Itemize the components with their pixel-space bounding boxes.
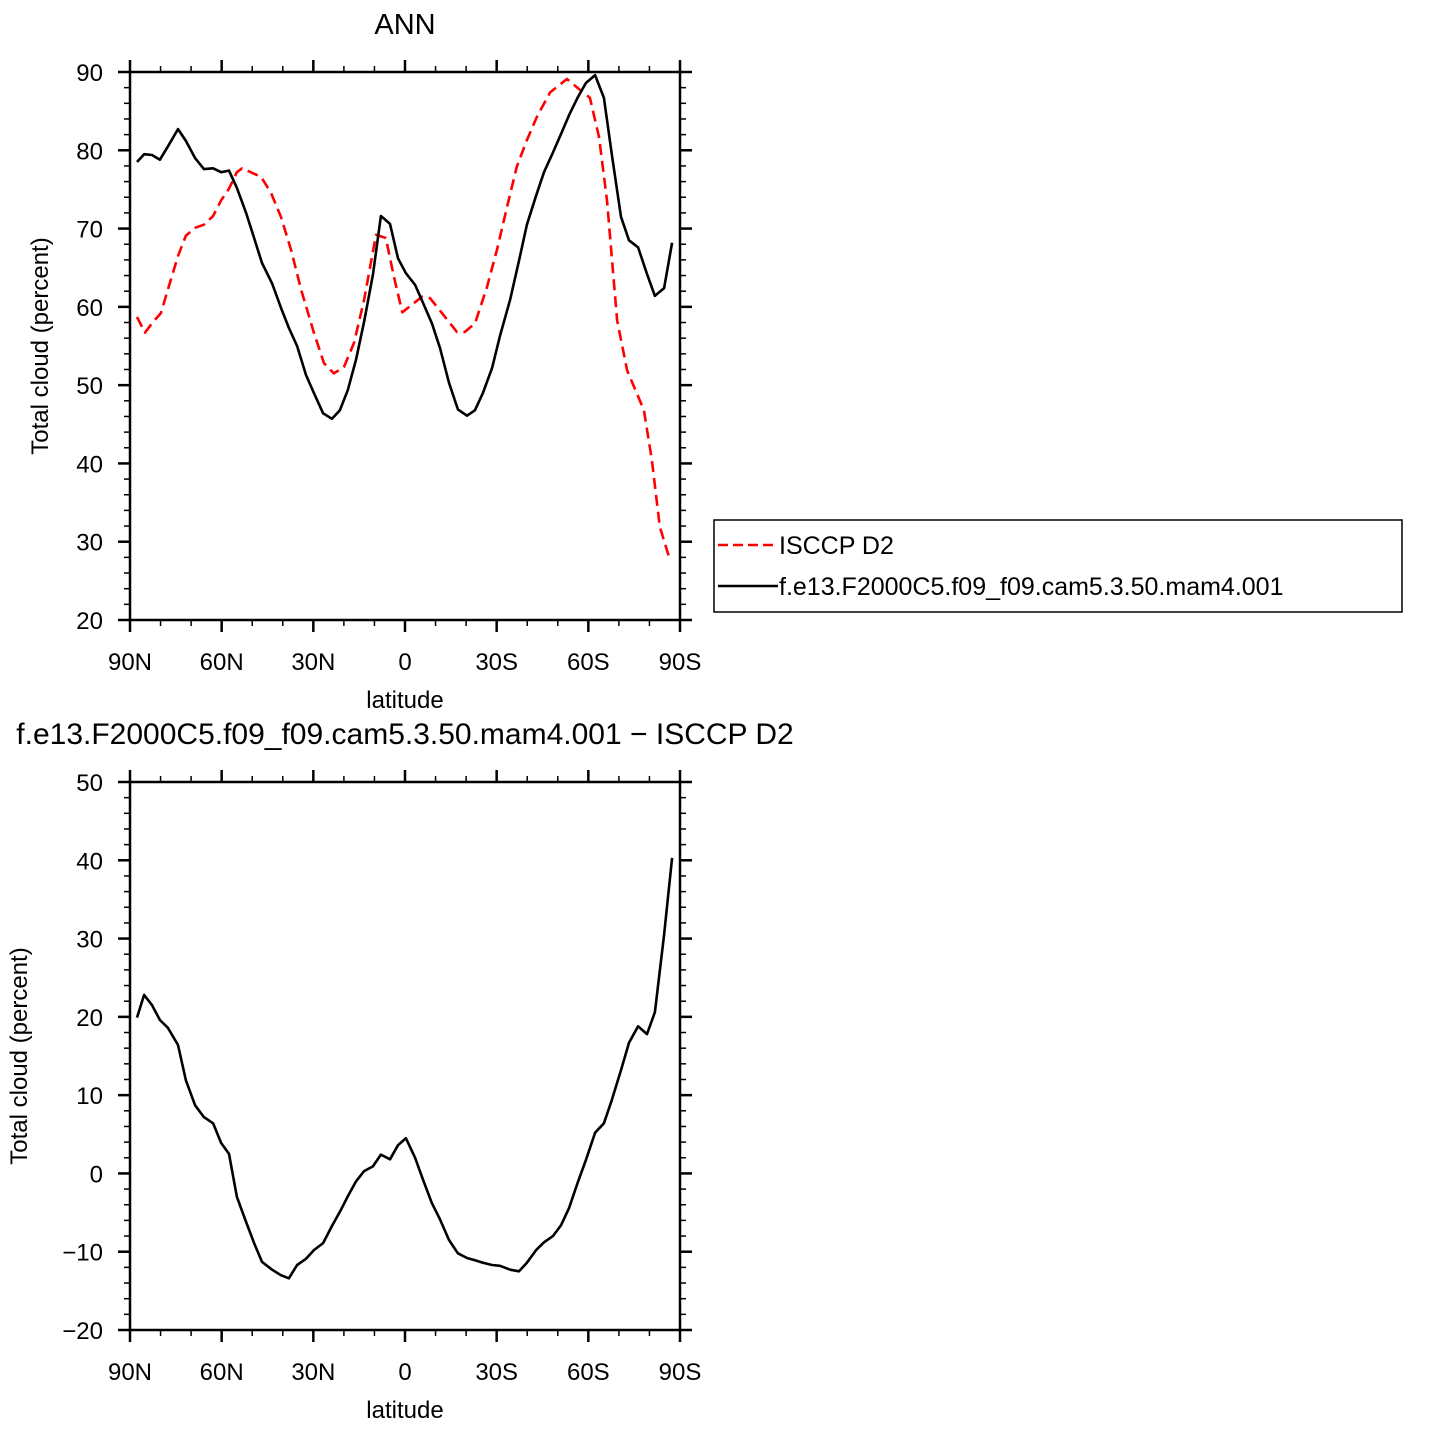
top-x-tick-label: 30N	[291, 649, 335, 676]
top-y-tick-label: 20	[76, 608, 103, 635]
bottom-series-line-0	[135, 857, 674, 1280]
bottom-y-tick-label: 10	[76, 1083, 103, 1110]
bottom-x-tick-label: 30S	[475, 1359, 518, 1386]
top-y-axis-label: Total cloud (percent)	[27, 237, 54, 454]
top-series-line-0	[135, 77, 672, 561]
bottom-plot-frame	[128, 780, 682, 1332]
legend-box	[713, 519, 1403, 613]
bottom-chart-title: f.e13.F2000C5.f09_f09.cam5.3.50.mam4.001…	[16, 718, 793, 751]
top-plot-frame	[128, 70, 682, 622]
top-x-axis-label: latitude	[366, 687, 443, 714]
bottom-y-tick-label: 20	[76, 1005, 103, 1032]
top-x-tick-label: 90S	[659, 649, 702, 676]
top-x-tick-label: 60S	[567, 649, 610, 676]
bottom-y-tick-label: 40	[76, 848, 103, 875]
legend-label-model: f.e13.F2000C5.f09_f09.cam5.3.50.mam4.001	[779, 573, 1284, 601]
bottom-y-tick-label: −10	[62, 1240, 103, 1267]
bottom-x-tick-label: 90N	[108, 1359, 152, 1386]
legend-label-isccp: ISCCP D2	[779, 532, 894, 560]
bottom-y-tick-label: 0	[90, 1161, 103, 1188]
top-x-tick-label: 90N	[108, 649, 152, 676]
top-y-tick-label: 50	[76, 373, 103, 400]
bottom-x-tick-label: 60S	[567, 1359, 610, 1386]
top-series-line-1	[136, 73, 674, 421]
bottom-x-tick-label: 0	[398, 1359, 411, 1386]
top-plot: 20 30 40 50 60 70 80 90 90N 60N 30N 0 30S 60S 90S	[76, 60, 701, 676]
bottom-y-axis-label: Total cloud (percent)	[6, 947, 33, 1164]
top-x-tick-label: 60N	[200, 649, 244, 676]
bottom-plot: −20 −10 0 10 20 30 40 50 90N 60N 30N 0 30S 60S 90S	[62, 770, 701, 1386]
bottom-y-tick-label: 30	[76, 927, 103, 954]
top-y-tick-label: 60	[76, 295, 103, 322]
bottom-y-tick-label: 50	[76, 770, 103, 797]
top-y-tick-label: 40	[76, 451, 103, 478]
top-y-tick-label: 80	[76, 138, 103, 165]
bottom-x-tick-label: 60N	[200, 1359, 244, 1386]
top-y-tick-label: 90	[76, 60, 103, 87]
bottom-x-axis-label: latitude	[366, 1397, 443, 1424]
bottom-x-tick-label: 90S	[659, 1359, 702, 1386]
top-x-tick-label: 0	[398, 649, 411, 676]
bottom-x-tick-label: 30N	[291, 1359, 335, 1386]
legend: ISCCP D2 f.e13.F2000C5.f09_f09.cam5.3.50…	[713, 519, 1403, 613]
top-y-tick-label: 30	[76, 530, 103, 557]
top-chart-title: ANN	[374, 9, 435, 41]
bottom-y-tick-label: −20	[62, 1318, 103, 1345]
top-x-tick-label: 30S	[475, 649, 518, 676]
top-y-tick-label: 70	[76, 217, 103, 244]
